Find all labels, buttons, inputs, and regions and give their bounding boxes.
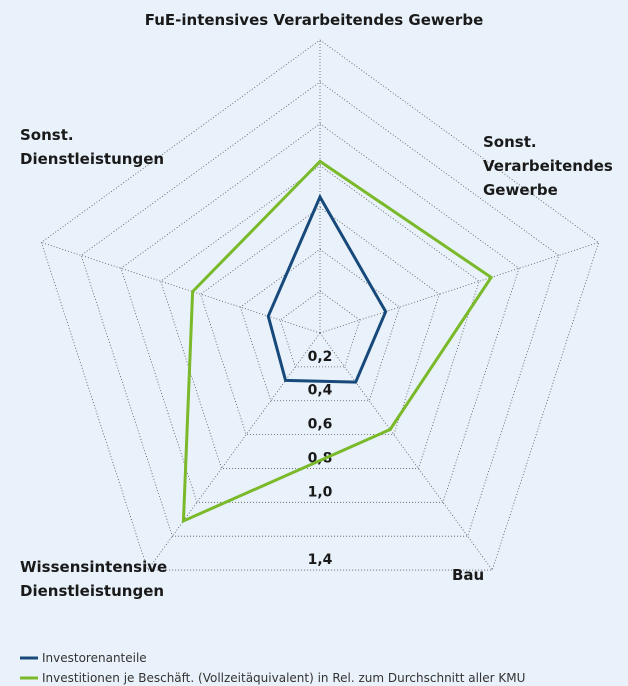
spoke <box>147 332 321 571</box>
grid-ring <box>160 165 480 469</box>
axis-label: FuE-intensives Verarbeitendes Gewerbe <box>144 11 484 29</box>
r-tick-label: 1,0 <box>308 484 333 500</box>
r-tick-label: 0,4 <box>308 383 333 399</box>
axis-label: Bau <box>452 566 485 584</box>
spoke <box>319 242 599 334</box>
series-line <box>266 193 388 384</box>
grid-ring <box>120 123 520 503</box>
legend-label: Investitionen je Beschäft. (Vollzeitäqui… <box>42 671 525 685</box>
legend-label: Investorenanteile <box>42 651 147 665</box>
spoke <box>319 332 493 571</box>
r-tick-label: 1,4 <box>308 552 333 568</box>
r-tick-label: 0,6 <box>308 417 333 433</box>
spoke <box>41 242 321 334</box>
grid-ring <box>279 290 361 368</box>
grid-ring <box>200 206 440 435</box>
axis-label: Sonst. Dienstleistungen <box>20 126 165 168</box>
axis-label: Wissensintensive Dienstleistungen <box>20 558 168 600</box>
r-tick-label: 0,2 <box>308 349 333 365</box>
grid-ring <box>40 39 600 571</box>
grid-ring <box>80 81 560 537</box>
grid-ring <box>239 248 401 402</box>
axis-label: Sonst. Verarbeitendes Gewerbe <box>483 133 613 199</box>
series-line <box>181 159 494 524</box>
